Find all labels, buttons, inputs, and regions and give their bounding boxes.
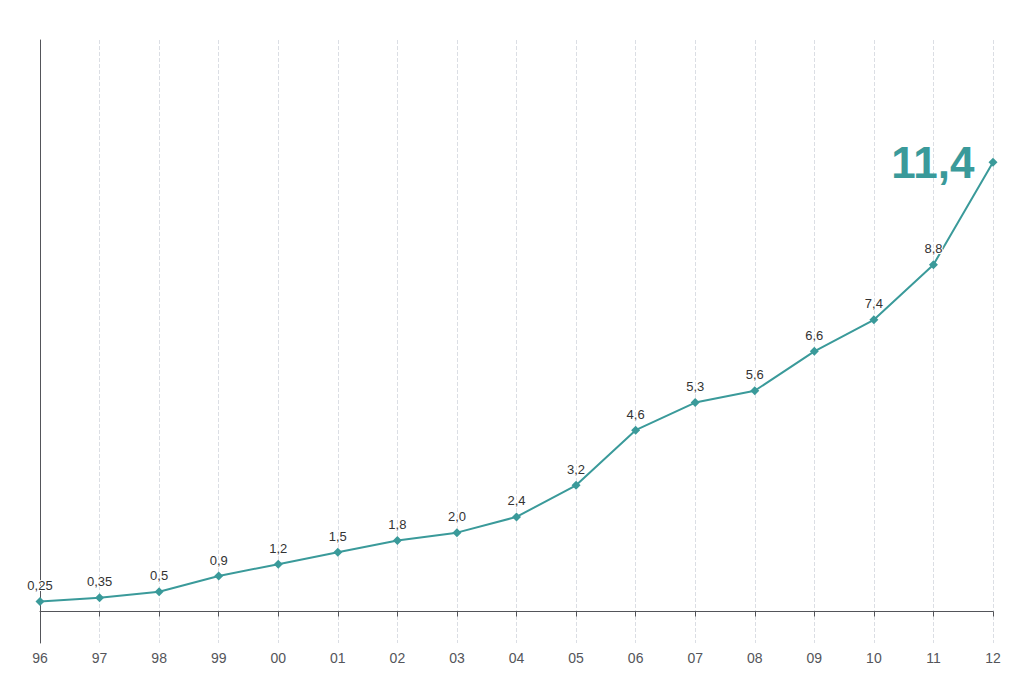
svg-text:5,6: 5,6 [746,367,764,382]
svg-text:04: 04 [509,650,525,666]
svg-text:97: 97 [92,650,108,666]
svg-text:06: 06 [628,650,644,666]
svg-text:11,4: 11,4 [891,138,975,187]
svg-text:0,5: 0,5 [150,568,168,583]
svg-text:96: 96 [32,650,48,666]
svg-text:12: 12 [985,650,1001,666]
svg-text:4,6: 4,6 [627,407,645,422]
svg-text:02: 02 [390,650,406,666]
svg-text:5,3: 5,3 [686,379,704,394]
svg-text:99: 99 [211,650,227,666]
svg-text:0,9: 0,9 [210,553,228,568]
svg-text:08: 08 [747,650,763,666]
svg-text:2,4: 2,4 [507,493,525,508]
svg-text:1,8: 1,8 [388,517,406,532]
svg-text:6,6: 6,6 [805,328,823,343]
svg-text:8,8: 8,8 [924,241,942,256]
svg-text:01: 01 [330,650,346,666]
svg-text:03: 03 [449,650,465,666]
svg-text:07: 07 [687,650,703,666]
svg-text:1,5: 1,5 [329,529,347,544]
svg-text:98: 98 [151,650,167,666]
svg-text:3,2: 3,2 [567,462,585,477]
svg-text:7,4: 7,4 [865,296,883,311]
svg-text:2,0: 2,0 [448,509,466,524]
svg-text:05: 05 [568,650,584,666]
svg-text:11: 11 [926,650,941,666]
svg-text:0,35: 0,35 [87,574,112,589]
svg-text:09: 09 [807,650,823,666]
svg-text:10: 10 [866,650,882,666]
svg-text:1,2: 1,2 [269,541,287,556]
svg-text:00: 00 [270,650,286,666]
svg-text:0,25: 0,25 [27,578,52,593]
